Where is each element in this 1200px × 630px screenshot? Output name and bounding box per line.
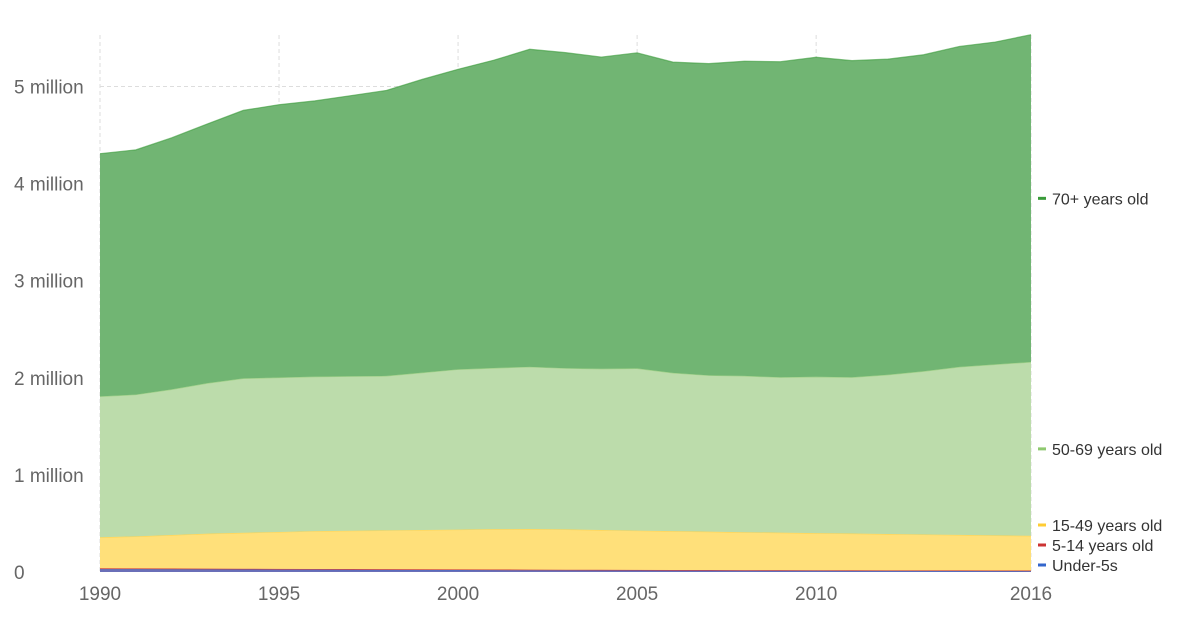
legend-label: 5-14 years old bbox=[1052, 538, 1153, 555]
area-series-50-69-years-old bbox=[100, 361, 1031, 538]
x-tick-label: 1990 bbox=[79, 584, 121, 605]
legend-label: 50-69 years old bbox=[1052, 442, 1162, 459]
y-tick-label: 1 million bbox=[14, 466, 84, 487]
y-tick-label: 2 million bbox=[14, 369, 84, 390]
area-series-15-49-years-old bbox=[100, 529, 1031, 571]
y-tick-label: 3 million bbox=[14, 272, 84, 293]
axes: 0 1 million 2 million 3 million 4 million 5 m… bbox=[14, 77, 1052, 605]
y-tick-label: 0 bbox=[14, 563, 25, 584]
area-series bbox=[99, 34, 1032, 572]
x-tick-label: 2016 bbox=[1010, 584, 1052, 605]
area-series-70-years-old bbox=[100, 34, 1031, 397]
x-tick-label: 2000 bbox=[437, 584, 479, 605]
x-tick-label: 1995 bbox=[258, 584, 300, 605]
legend-label: Under-5s bbox=[1052, 558, 1118, 575]
legend-label: 70+ years old bbox=[1052, 191, 1149, 208]
legend: Under-5s 5-14 years old 15-49 years old 50-… bbox=[1038, 191, 1162, 575]
y-tick-label: 4 million bbox=[14, 175, 84, 196]
legend-label: 15-49 years old bbox=[1052, 518, 1162, 535]
x-tick-label: 2005 bbox=[616, 584, 658, 605]
x-tick-label: 2010 bbox=[795, 584, 837, 605]
y-tick-label: 5 million bbox=[14, 77, 84, 98]
series-line bbox=[99, 34, 1032, 155]
